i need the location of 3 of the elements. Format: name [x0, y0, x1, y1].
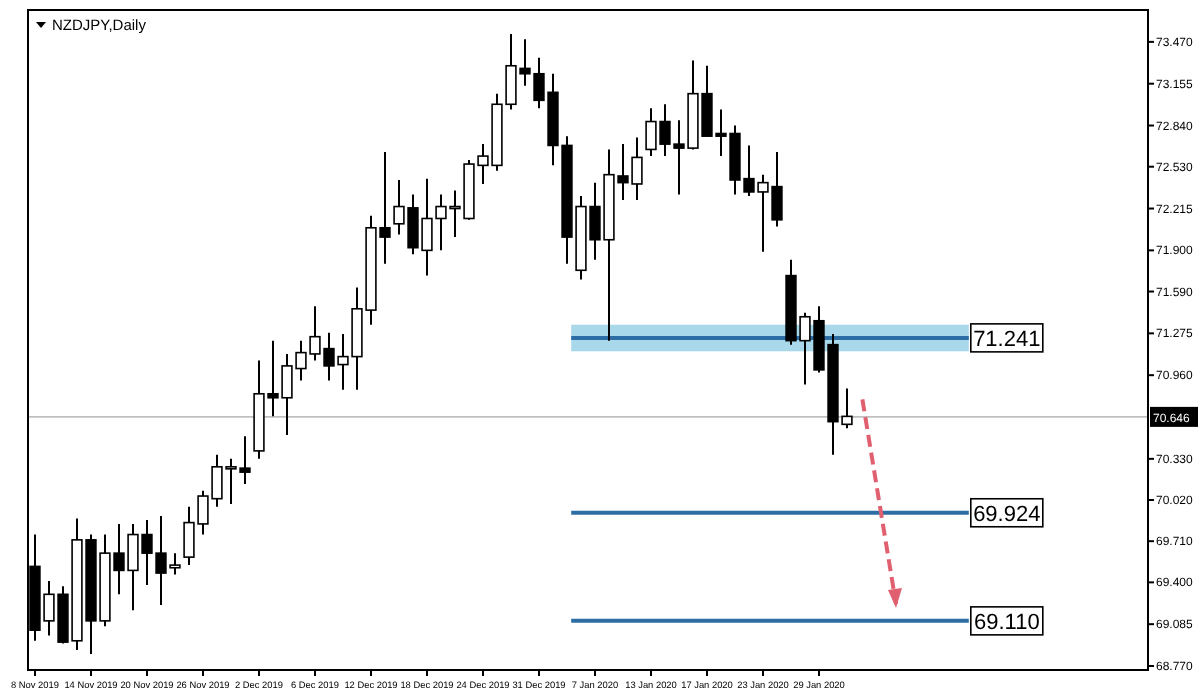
ref-line-label: 71.241	[973, 327, 1041, 352]
ref-line-label: 69.110	[973, 610, 1040, 635]
ref-line-label: 69.924	[973, 502, 1041, 527]
